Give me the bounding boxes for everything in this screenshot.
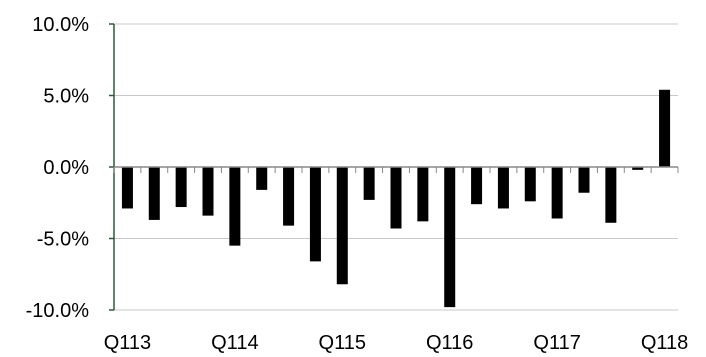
y-tick-label: 0.0%: [43, 157, 89, 179]
x-tick-label: Q117: [533, 332, 580, 354]
bar: [417, 167, 429, 222]
y-tick-label: -10.0%: [26, 300, 90, 322]
bar: [283, 167, 295, 226]
bar: [256, 167, 268, 190]
y-tick-labels: 10.0% 5.0% 0.0% -5.0% -10.0%: [26, 14, 90, 322]
bar: [444, 167, 456, 308]
bar: [390, 167, 402, 229]
y-tick-label: -5.0%: [37, 229, 89, 251]
y-tick-label: 10.0%: [32, 14, 89, 36]
x-tick-label: Q114: [211, 332, 258, 354]
y-tick-label: 5.0%: [43, 86, 89, 108]
bar: [148, 167, 160, 220]
bar: [578, 167, 590, 193]
bar: [336, 167, 348, 285]
bars: [121, 89, 671, 308]
bar: [175, 167, 187, 208]
x-tick-label: Q115: [319, 332, 366, 354]
bar: [202, 167, 214, 216]
bar: [121, 167, 133, 209]
x-tick-label: Q113: [104, 332, 151, 354]
x-tick-label: Q116: [426, 332, 473, 354]
bar: [632, 167, 644, 170]
bar: [471, 167, 483, 205]
x-tick-labels: Q113 Q114 Q115 Q116 Q117 Q118: [104, 332, 689, 354]
bar: [551, 167, 563, 219]
bar: [229, 167, 241, 246]
bar: [524, 167, 536, 202]
bar: [605, 167, 617, 223]
bar: [309, 167, 321, 262]
bar: [363, 167, 375, 200]
axes: [109, 23, 679, 311]
bar: [659, 89, 671, 167]
gridlines: [114, 23, 678, 311]
bar: [497, 167, 509, 209]
x-tick-label: Q118: [641, 332, 688, 354]
